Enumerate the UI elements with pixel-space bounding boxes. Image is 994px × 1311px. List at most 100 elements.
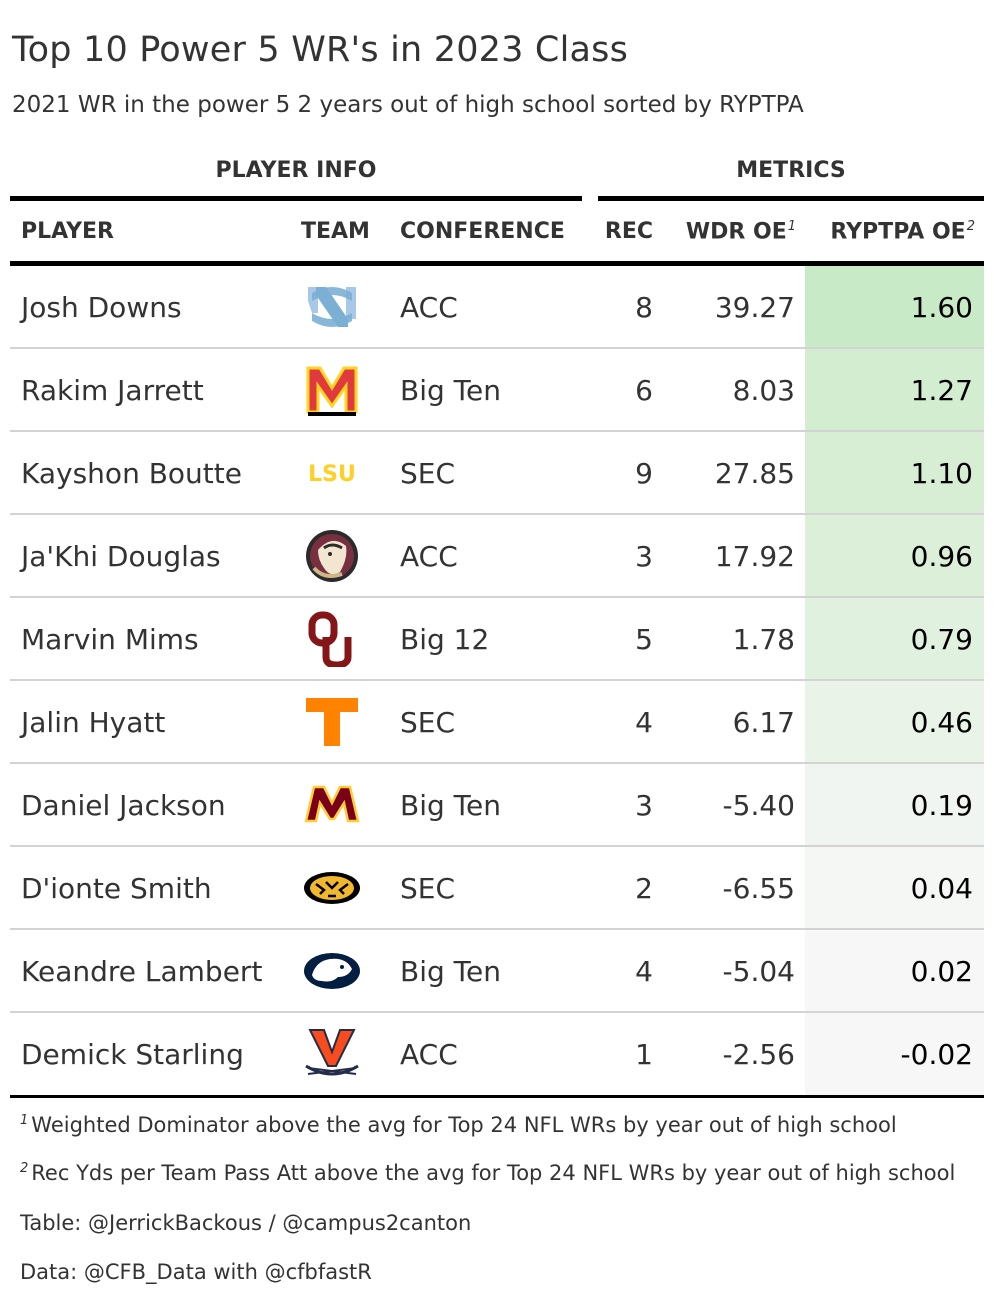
cell-rec: 9 (635, 457, 653, 490)
chart-title: Top 10 Power 5 WR's in 2023 Class (12, 30, 629, 70)
cell-rec: 2 (635, 872, 653, 905)
column-header-wdr-label: WDR OE (685, 219, 787, 245)
cell-conference: ACC (400, 540, 458, 573)
row-divider (10, 596, 984, 598)
footnote-1: 1 Weighted Dominator above the avg for To… (20, 1113, 897, 1137)
cell-player: Kayshon Boutte (21, 457, 242, 490)
cell-player: Marvin Mims (21, 623, 199, 656)
table-bottom-rule (10, 1095, 984, 1098)
virginia-logo (302, 1026, 362, 1082)
cell-ryptpa: 0.96 (805, 515, 984, 598)
table-row: D'ionte Smith SEC 2 -6.55 0.04 (10, 847, 984, 930)
spanner-rule-player-info (10, 196, 582, 201)
row-divider (10, 513, 984, 515)
cell-rec: 3 (635, 540, 653, 573)
footnote-2-text: Rec Yds per Team Pass Att above the avg … (31, 1161, 956, 1185)
cell-rec: 5 (635, 623, 653, 656)
cell-ryptpa: 0.04 (805, 847, 984, 930)
cell-rec: 4 (635, 955, 653, 988)
footnote-2-mark: 2 (20, 1161, 29, 1176)
spanner-metrics: METRICS (736, 158, 846, 183)
column-header-ryptpa-label: RYPTPA OE (830, 219, 966, 245)
cell-conference: ACC (400, 291, 458, 324)
cell-rec: 6 (635, 374, 653, 407)
row-divider (10, 928, 984, 930)
florida-state-logo (302, 528, 362, 584)
footnote-1-mark: 1 (20, 1113, 29, 1128)
cell-conference: SEC (400, 706, 456, 739)
cell-player: Jalin Hyatt (21, 706, 166, 739)
cell-player: Ja'Khi Douglas (21, 540, 221, 573)
table-row: Kayshon Boutte LSU SEC 9 27.85 1.10 (10, 432, 984, 515)
cell-ryptpa: 0.02 (805, 930, 984, 1013)
cell-player: Rakim Jarrett (21, 374, 204, 407)
table-row: Josh Downs ACC 8 39.27 1.60 (10, 266, 984, 349)
row-divider (10, 347, 984, 349)
cell-conference: ACC (400, 1038, 458, 1071)
cell-rec: 4 (635, 706, 653, 739)
column-header-wdr-note: 1 (787, 219, 796, 234)
cell-wdr: 39.27 (714, 291, 795, 324)
row-divider (10, 845, 984, 847)
cell-player: Keandre Lambert (21, 955, 263, 988)
table-row: Keandre Lambert Big Ten 4 -5.04 0.02 (10, 930, 984, 1013)
minnesota-logo (302, 777, 362, 833)
cell-ryptpa: 0.79 (805, 598, 984, 681)
oklahoma-logo (302, 611, 362, 669)
cell-wdr: -5.40 (722, 789, 795, 822)
tennessee-logo (302, 694, 362, 750)
missouri-logo (302, 860, 362, 916)
table-row: Jalin Hyatt SEC 4 6.17 0.46 (10, 681, 984, 764)
lsu-logo: LSU (302, 445, 362, 501)
cell-rec: 3 (635, 789, 653, 822)
cell-ryptpa: 1.60 (805, 266, 984, 349)
cell-ryptpa: 1.10 (805, 432, 984, 515)
cell-rec: 8 (635, 291, 653, 324)
table-row: Demick Starling ACC 1 -2.56 -0.02 (10, 1013, 984, 1096)
cell-wdr: 6.17 (732, 706, 795, 739)
table-row: Ja'Khi Douglas ACC 3 17.92 0.96 (10, 515, 984, 598)
cell-ryptpa: 0.19 (805, 764, 984, 847)
cell-player: Josh Downs (21, 291, 182, 324)
column-header-wdr: WDR OE1 (660, 219, 796, 244)
cell-conference: Big Ten (400, 789, 501, 822)
row-divider (10, 430, 984, 432)
cell-conference: Big Ten (400, 374, 501, 407)
cell-wdr: -2.56 (722, 1038, 795, 1071)
table-row: Rakim Jarrett Big Ten 6 8.03 1.27 (10, 349, 984, 432)
cell-conference: SEC (400, 872, 456, 905)
cell-wdr: 17.92 (714, 540, 795, 573)
column-header-ryptpa: RYPTPA OE2 (805, 219, 975, 244)
row-divider (10, 679, 984, 681)
spanner-rule-metrics (598, 196, 984, 201)
cell-rec: 1 (635, 1038, 653, 1071)
row-divider (10, 1011, 984, 1013)
cell-ryptpa: 1.27 (805, 349, 984, 432)
column-header-rec-label: REC (604, 219, 653, 244)
cell-wdr: -5.04 (722, 955, 795, 988)
column-header-player: PLAYER (21, 219, 114, 244)
maryland-logo (302, 362, 362, 418)
table-row: Daniel Jackson Big Ten 3 -5.40 0.19 (10, 764, 984, 847)
column-header-conference: CONFERENCE (400, 219, 565, 244)
svg-text:LSU: LSU (308, 462, 356, 487)
cell-ryptpa: -0.02 (805, 1013, 984, 1096)
cell-conference: SEC (400, 457, 456, 490)
cell-player: Daniel Jackson (21, 789, 226, 822)
column-header-team: TEAM (301, 219, 370, 244)
cell-wdr: 8.03 (732, 374, 795, 407)
row-divider (10, 762, 984, 764)
footnote-2: 2 Rec Yds per Team Pass Att above the avg… (20, 1161, 955, 1185)
source-note-table: Table: @JerrickBackous / @campus2canton (20, 1211, 472, 1235)
cell-player: D'ionte Smith (21, 872, 212, 905)
cell-wdr: -6.55 (722, 872, 795, 905)
footnote-1-text: Weighted Dominator above the avg for Top… (31, 1113, 897, 1137)
table-row: Marvin Mims Big 12 5 1.78 0.79 (10, 598, 984, 681)
spanner-player-info: PLAYER INFO (215, 158, 377, 183)
unc-logo (302, 279, 362, 335)
cell-conference: Big Ten (400, 955, 501, 988)
header-rule (10, 261, 984, 266)
cell-wdr: 27.85 (714, 457, 795, 490)
cell-conference: Big 12 (400, 623, 490, 656)
source-note-data: Data: @CFB_Data with @cfbfastR (20, 1260, 372, 1284)
